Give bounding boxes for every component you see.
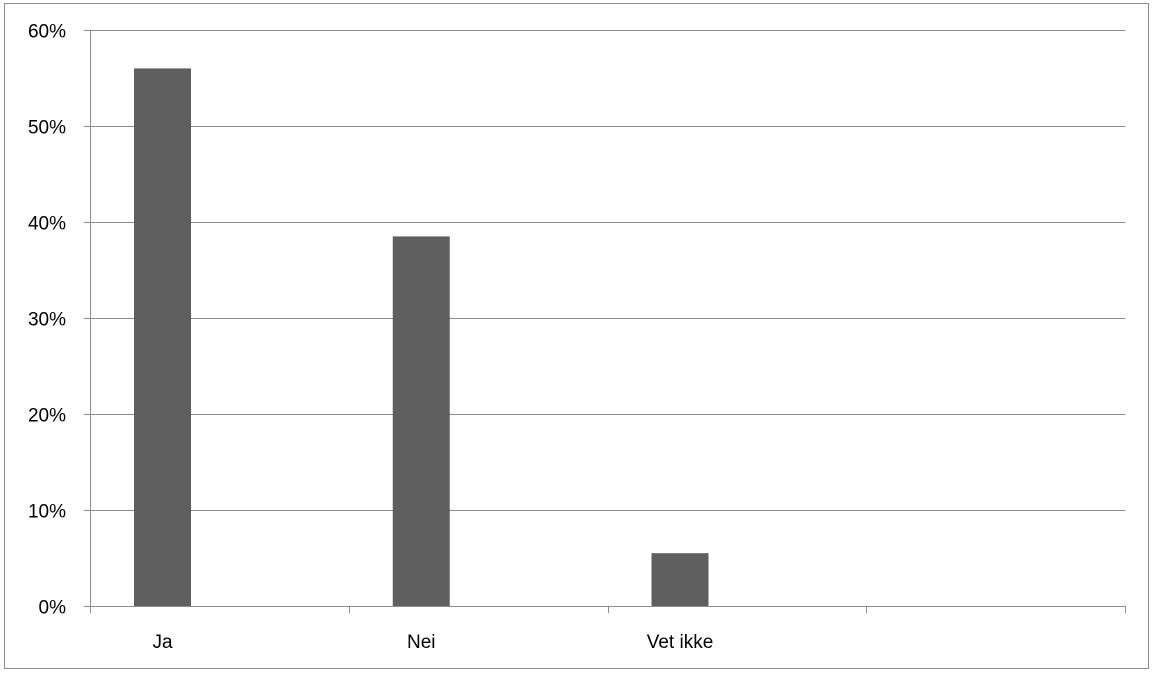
y-tick-labels: 0% 10% 20% 30% 40% 50% 60%	[28, 22, 66, 619]
axes	[84, 30, 1126, 613]
bars	[134, 68, 709, 606]
gridlines	[90, 30, 1125, 511]
x-tick-label: Ja	[152, 632, 173, 653]
bar-ja	[134, 68, 191, 606]
x-tick-labels: Ja Nei Vet ikke	[152, 632, 713, 653]
y-tick-label: 0%	[39, 598, 67, 619]
y-tick-label: 40%	[28, 214, 66, 235]
y-tick-label: 60%	[28, 22, 66, 43]
y-tick-label: 10%	[28, 502, 66, 523]
bar-vet-ikke	[651, 553, 709, 606]
y-tick-label: 50%	[28, 118, 66, 139]
x-tick-label: Vet ikke	[647, 632, 714, 653]
y-tick-label: 20%	[28, 406, 66, 427]
chart-frame	[4, 3, 1149, 669]
bar-nei	[392, 236, 450, 606]
y-tick-label: 30%	[28, 310, 66, 331]
x-tick-label: Nei	[407, 632, 436, 653]
